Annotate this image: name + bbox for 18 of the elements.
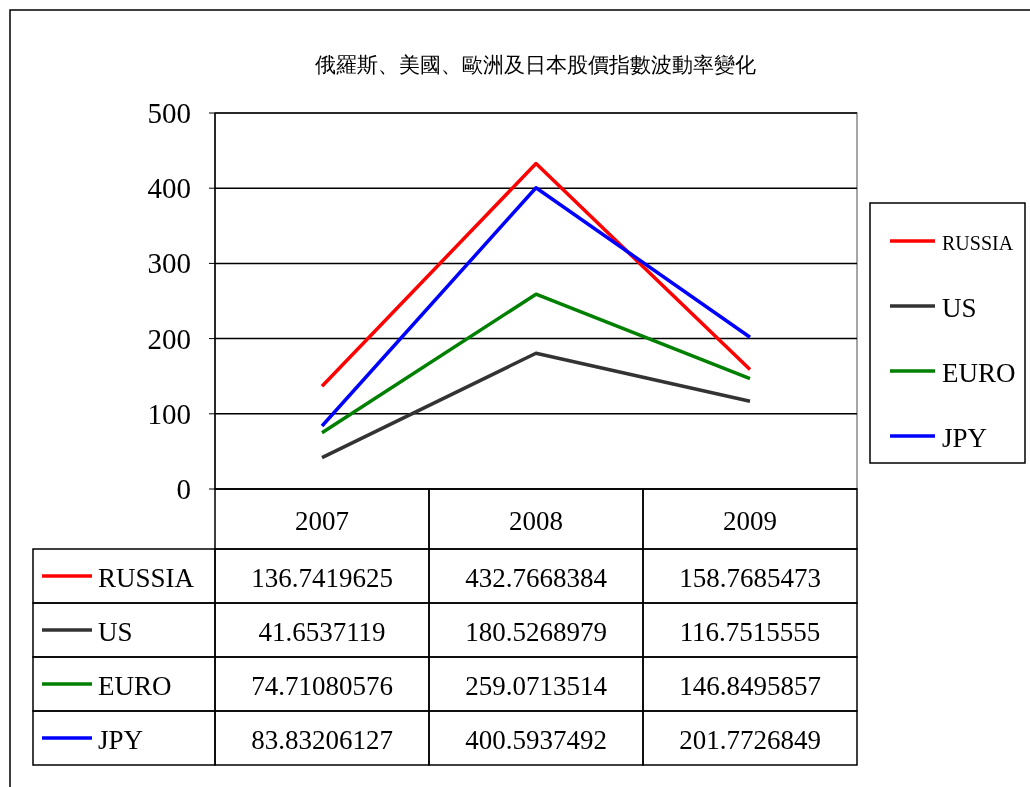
text: RUSSIA xyxy=(98,563,195,593)
title: 俄羅斯、美國、歐洲及日本股價指數波動率變化 xyxy=(314,52,756,76)
text: US xyxy=(98,617,133,647)
x-tick-label: 2009 xyxy=(723,506,777,536)
ytick: 400 xyxy=(147,172,191,205)
ytick: 500 xyxy=(147,97,191,129)
legend-label: EURO xyxy=(942,358,1016,388)
text: EURO xyxy=(98,671,172,701)
legend-label: US xyxy=(942,293,977,323)
ytick: 300 xyxy=(147,247,191,280)
x-tick-label: 2007 xyxy=(295,506,349,536)
ytick: 0 xyxy=(176,473,191,505)
legend-label: JPY xyxy=(942,423,988,453)
ytick: 200 xyxy=(147,322,191,355)
ytick: 100 xyxy=(147,397,191,430)
x-tick-label: 2008 xyxy=(509,506,563,536)
legend-label: RUSSIA xyxy=(942,232,1014,254)
text: JPY xyxy=(98,725,144,755)
